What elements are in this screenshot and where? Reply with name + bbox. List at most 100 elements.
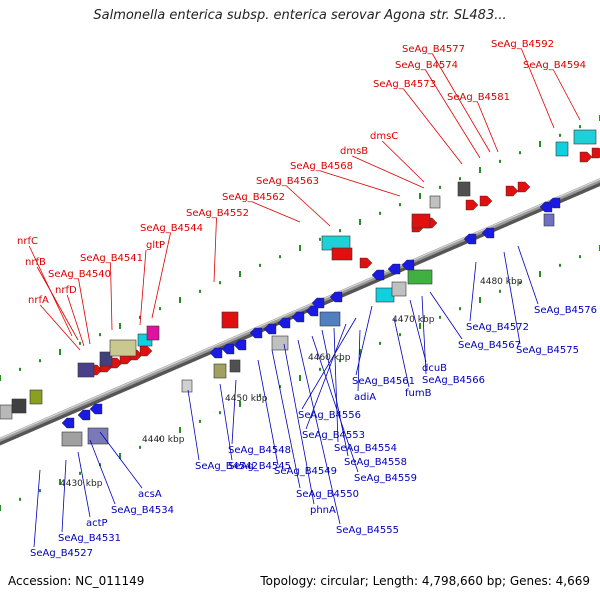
tick-mark	[339, 229, 341, 233]
tick-mark	[499, 159, 501, 163]
forward-gene-label: nrfB	[25, 257, 46, 268]
reverse-gene-label: SeAg_B4567	[458, 340, 521, 351]
gene-box	[429, 195, 441, 209]
tick-mark	[79, 471, 81, 475]
reverse-gene-label: SeAg_B4542	[195, 461, 258, 472]
gene-box	[407, 269, 433, 285]
gene-box	[146, 325, 160, 341]
label-leader-lines	[28, 48, 581, 548]
tick-mark	[419, 193, 421, 199]
tick-mark	[299, 245, 301, 251]
leader-line	[36, 266, 79, 341]
gene-arrow	[481, 227, 495, 239]
tick-mark	[159, 307, 161, 311]
tick-mark	[139, 315, 141, 319]
forward-gene-label: SeAg_B4574	[395, 60, 458, 71]
forward-gene-label: SeAg_B4573	[373, 79, 436, 90]
forward-gene-label: SeAg_B4577	[402, 44, 465, 55]
tick-mark	[179, 427, 181, 433]
tick-mark	[79, 341, 81, 345]
leader-line	[39, 304, 81, 351]
leader-line	[66, 294, 85, 347]
leader-line	[421, 295, 427, 375]
reverse-gene-label: SeAg_B4527	[30, 548, 93, 559]
reverse-gene-label: SeAg_B4555	[336, 525, 399, 536]
gene-arrow	[505, 185, 519, 197]
tick-mark	[379, 341, 381, 345]
leader-line	[297, 339, 341, 525]
leader-line	[352, 155, 425, 189]
forward-gene-label: SeAg_B4592	[491, 39, 554, 50]
gene-arrow	[61, 417, 75, 429]
forward-gene-label: SeAg_B4541	[80, 253, 143, 264]
leader-line	[301, 317, 357, 410]
reverse-gene-label: adiA	[354, 392, 376, 403]
tick-mark	[479, 167, 481, 173]
leader-line	[409, 299, 427, 363]
figure-title: Salmonella enterica subsp. enterica sero…	[93, 8, 507, 23]
leader-line	[320, 170, 401, 197]
leader-line	[403, 88, 463, 165]
reverse-gene-label: SeAg_B4531	[58, 533, 121, 544]
forward-gene-label: dmsB	[340, 146, 368, 157]
tick-mark	[179, 297, 181, 303]
tick-mark	[219, 411, 221, 415]
gene-arrow	[139, 345, 153, 357]
tick-mark	[119, 323, 121, 329]
gene-arrow	[89, 403, 103, 415]
tick-mark	[419, 323, 421, 329]
tick-mark	[399, 203, 401, 207]
tick-mark	[59, 479, 61, 485]
tick-mark	[159, 437, 161, 441]
reverse-gene-label: actP	[86, 518, 108, 529]
gene-arrow	[263, 323, 277, 335]
tick-mark	[199, 419, 201, 423]
leader-line	[393, 317, 410, 388]
tick-mark	[459, 177, 461, 181]
reverse-gene-label: SeAg_B4550	[296, 489, 359, 500]
gene-arrow	[387, 263, 401, 275]
leader-line	[321, 329, 349, 457]
forward-gene-label: SeAg_B4563	[256, 176, 319, 187]
reverse-gene-label: SeAg_B4576	[534, 305, 597, 316]
tick-mark	[59, 349, 61, 355]
gene-arrow	[401, 259, 415, 271]
leader-line	[187, 389, 200, 461]
tick-mark	[39, 489, 41, 493]
forward-gene-label: SeAg_B4544	[140, 223, 203, 234]
reverse-gene-label: SeAg_B4554	[334, 443, 397, 454]
tick-mark	[359, 349, 361, 355]
leader-line	[517, 245, 539, 305]
gene-box	[319, 311, 341, 327]
tick-mark	[99, 333, 101, 337]
tick-mark	[319, 237, 321, 241]
backbone-highlight	[0, 178, 600, 440]
forward-gene-label: nrfA	[28, 295, 49, 306]
gene-arrow	[77, 409, 91, 421]
gene-arrow	[277, 317, 291, 329]
genome-backbone	[0, 178, 600, 446]
gene-box	[457, 181, 471, 197]
tick-mark	[259, 263, 261, 267]
accession-label: Accession: NC_011149	[8, 574, 145, 588]
leader-line	[77, 451, 91, 518]
gene-arrow	[465, 199, 479, 211]
gene-arrow	[305, 305, 319, 317]
forward-gene-label: dmsC	[370, 131, 398, 142]
gene-arrow	[209, 347, 223, 359]
forward-gene-label: nrfD	[55, 285, 77, 296]
leader-line	[553, 69, 581, 121]
backbone-line	[0, 178, 600, 442]
gene-box	[229, 359, 241, 373]
leader-line	[28, 245, 73, 337]
gene-box	[181, 379, 193, 393]
leader-line	[429, 291, 463, 340]
genome-summary: Topology: circular; Length: 4,798,660 bp…	[260, 574, 590, 588]
gene-box	[221, 311, 239, 329]
leader-line	[151, 232, 171, 319]
gene-box	[87, 427, 109, 445]
leader-line	[355, 305, 373, 376]
tick-mark	[259, 393, 261, 397]
